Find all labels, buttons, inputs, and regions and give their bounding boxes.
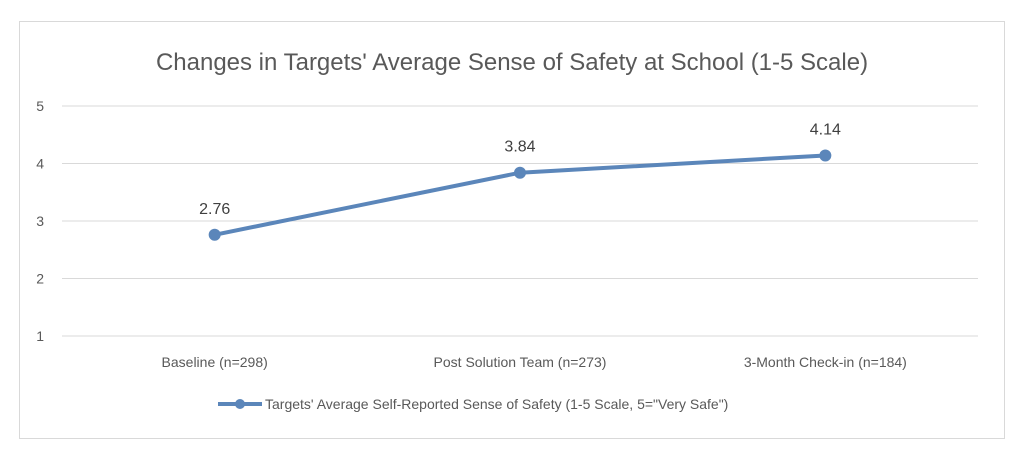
data-label: 2.76: [199, 201, 230, 218]
chart-frame: [19, 21, 1005, 439]
data-label: 3.84: [504, 139, 535, 156]
x-tick-label: Baseline (n=298): [162, 354, 268, 370]
data-label: 4.14: [810, 121, 841, 138]
data-point: [819, 149, 832, 162]
x-tick-label: Post Solution Team (n=273): [434, 354, 607, 370]
legend-label: Targets' Average Self-Reported Sense of …: [265, 396, 728, 412]
legend-marker: [235, 399, 245, 409]
y-tick-label: 1: [36, 328, 44, 344]
y-tick-label: 3: [36, 213, 44, 229]
gridlines: [62, 105, 978, 337]
y-axis-ticks: 1 2 3 4 5: [36, 98, 44, 344]
y-tick-label: 5: [36, 98, 44, 114]
x-axis-ticks: Baseline (n=298) Post Solution Team (n=27…: [162, 354, 907, 370]
y-tick-label: 2: [36, 271, 44, 287]
data-point: [514, 166, 526, 179]
x-tick-label: 3-Month Check-in (n=184): [744, 354, 907, 370]
chart-title: Changes in Targets' Average Sense of Saf…: [156, 49, 868, 76]
series-layer: 2.76 3.84 4.14: [199, 121, 841, 241]
data-point: [208, 228, 221, 241]
legend: Targets' Average Self-Reported Sense of …: [218, 396, 728, 412]
y-tick-label: 4: [36, 156, 44, 172]
